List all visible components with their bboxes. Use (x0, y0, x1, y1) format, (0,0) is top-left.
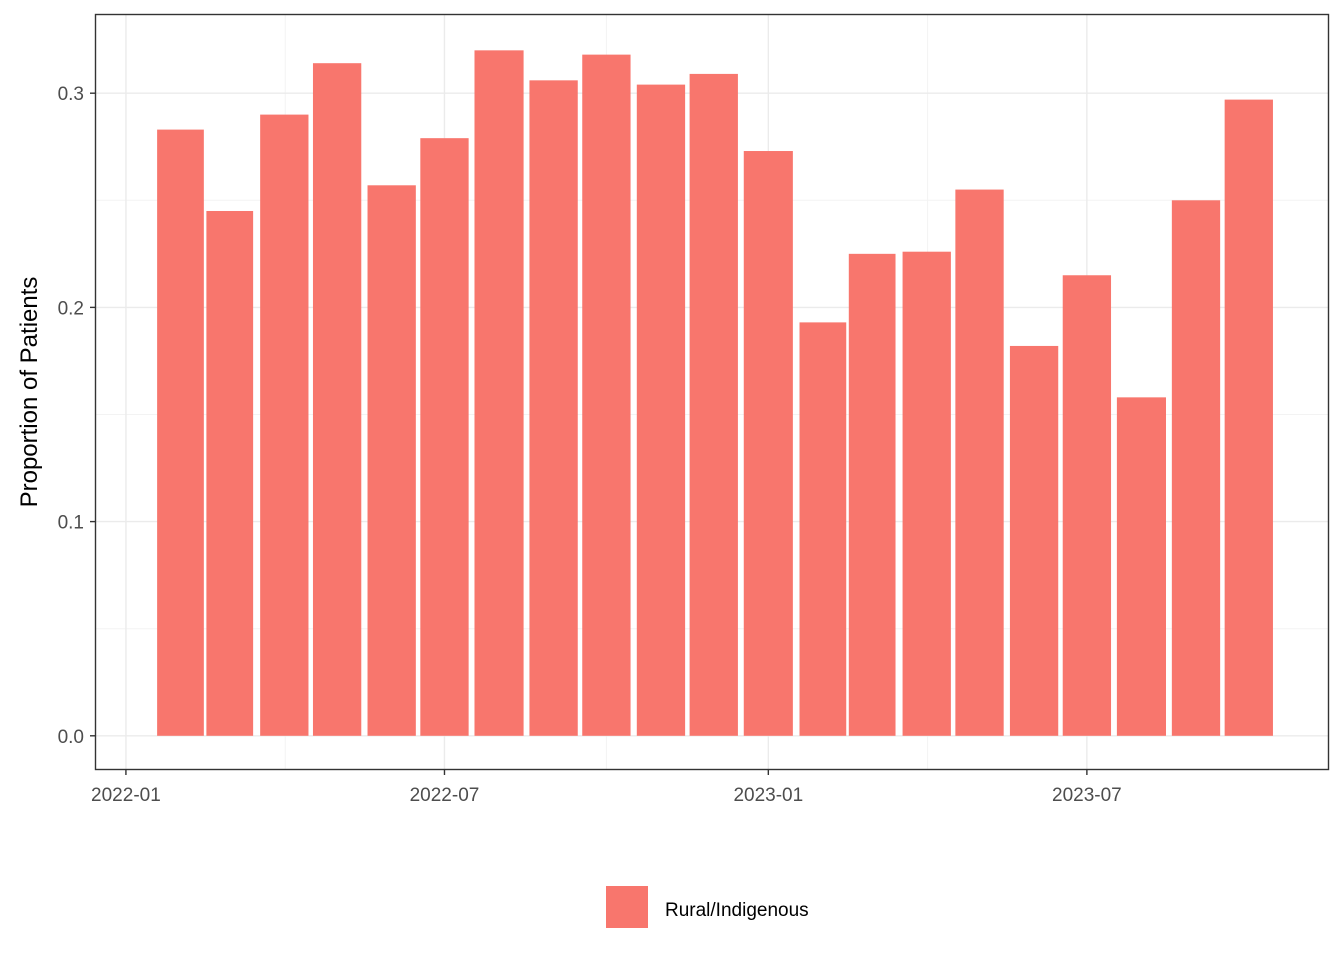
x-tick-label: 2022-07 (410, 785, 480, 806)
y-tick-label: 0.0 (58, 727, 84, 748)
bar-2023-05 (955, 189, 1004, 736)
bar-2022-10 (582, 54, 631, 736)
y-axis-title: Proportion of Patients (16, 277, 43, 508)
bar-2022-09 (529, 80, 578, 736)
bars (157, 50, 1273, 736)
bar-2022-06 (367, 185, 416, 736)
bar-2022-03 (206, 210, 254, 736)
legend: Rural/Indigenous (606, 886, 809, 928)
plot-panel-border (94, 13, 1330, 771)
bar-2023-07 (1062, 275, 1112, 736)
bar-2023-06 (1009, 345, 1059, 736)
bar-2023-02 (799, 322, 847, 736)
bar-2023-09 (1171, 200, 1221, 736)
bar-2022-12 (689, 73, 738, 736)
bar-2023-04 (902, 251, 951, 736)
bar-2022-11 (636, 84, 686, 736)
y-tick-label: 0.1 (58, 513, 84, 534)
bar-2023-03 (848, 253, 896, 736)
bar-2023-08 (1116, 397, 1166, 736)
legend-label-rural-indigenous: Rural/Indigenous (665, 900, 809, 921)
y-axis: 0.0 0.1 0.2 0.3 (58, 84, 96, 748)
bar-2022-08 (474, 50, 524, 736)
bar-2022-04 (260, 114, 309, 736)
y-tick-label: 0.3 (58, 84, 84, 105)
bar-2022-07 (420, 138, 469, 736)
bar-2022-05 (312, 63, 362, 736)
x-axis: 2022-01 2022-07 2023-01 2023-07 (91, 769, 1122, 806)
x-tick-label: 2022-01 (91, 785, 161, 806)
y-tick-label: 0.2 (58, 298, 84, 319)
bar-2023-10 (1224, 99, 1273, 736)
x-tick-label: 2023-07 (1052, 785, 1122, 806)
bar-2022-02 (157, 129, 204, 736)
legend-key-rural-indigenous (606, 886, 648, 928)
x-tick-label: 2023-01 (733, 785, 803, 806)
bar-2023-01 (743, 151, 793, 736)
